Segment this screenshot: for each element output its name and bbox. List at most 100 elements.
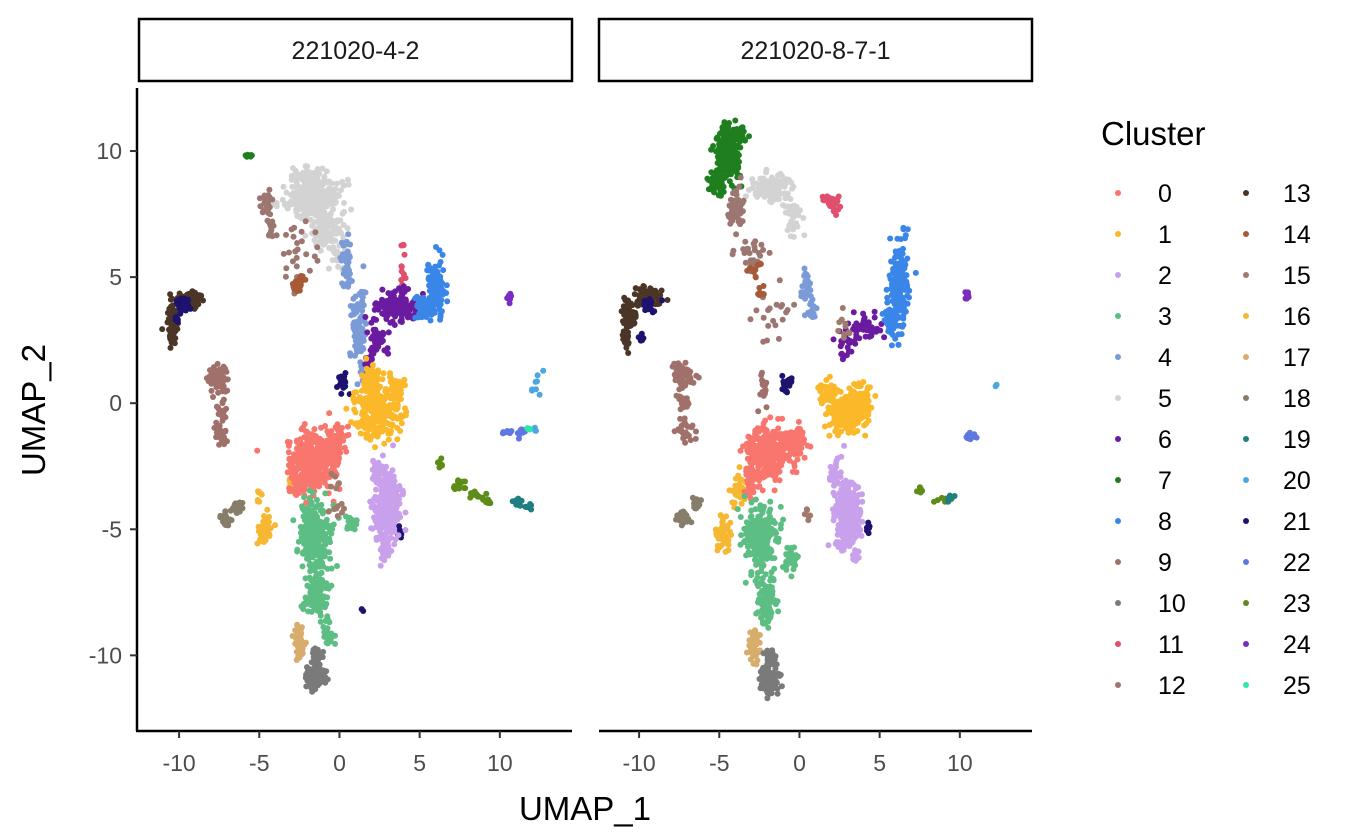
point-cluster-5: [309, 177, 316, 184]
point-cluster-0: [299, 486, 306, 492]
point-cluster-12: [776, 277, 783, 284]
point-cluster-0: [309, 433, 316, 440]
point-cluster-7: [717, 192, 723, 199]
point-cluster-7: [737, 144, 744, 151]
point-cluster-7: [728, 167, 735, 174]
point-cluster-12: [298, 238, 305, 245]
point-cluster-1: [364, 423, 371, 430]
point-cluster-1: [387, 373, 393, 380]
point-cluster-4: [347, 241, 354, 248]
point-cluster-0: [314, 443, 321, 450]
point-cluster-5: [322, 195, 329, 202]
point-cluster-7: [737, 133, 744, 140]
point-cluster-0: [288, 470, 295, 477]
point-cluster-12: [286, 249, 292, 256]
point-cluster-12: [737, 221, 744, 228]
point-cluster-5: [344, 225, 351, 232]
point-cluster-0: [321, 472, 328, 479]
point-cluster-5: [784, 190, 791, 197]
point-cluster-9: [203, 375, 210, 382]
point-cluster-9: [220, 384, 226, 391]
point-cluster-3: [313, 563, 320, 570]
point-cluster-3: [318, 551, 325, 558]
point-cluster-1: [357, 430, 364, 437]
point-cluster-4: [352, 323, 359, 330]
point-cluster-7: [244, 151, 251, 158]
point-cluster-8: [897, 271, 904, 278]
point-cluster-1: [379, 376, 386, 383]
point-cluster-1: [367, 416, 374, 423]
point-cluster-6: [392, 297, 399, 304]
point-cluster-5: [789, 185, 796, 192]
point-cluster-9: [680, 404, 687, 411]
point-cluster-0: [320, 462, 327, 469]
point-cluster-2: [385, 493, 392, 500]
point-cluster-13: [623, 344, 630, 351]
point-cluster-9: [210, 394, 216, 400]
point-cluster-2: [379, 531, 385, 538]
panel-1-title: 221020-4-2: [292, 37, 420, 65]
point-cluster-6: [871, 314, 878, 321]
point-cluster-13: [625, 350, 632, 356]
point-cluster-0: [343, 448, 350, 455]
point-cluster-8: [429, 289, 436, 296]
point-cluster-8: [912, 269, 919, 276]
point-cluster-5: [801, 232, 808, 239]
point-cluster-0: [315, 477, 322, 484]
point-cluster-13: [170, 338, 177, 345]
point-cluster-6: [839, 356, 846, 363]
point-cluster-7: [720, 148, 727, 155]
point-cluster-4: [801, 265, 808, 272]
point-cluster-6: [379, 286, 386, 293]
point-cluster-0: [288, 474, 295, 481]
point-cluster-5: [332, 199, 339, 206]
point-cluster-21: [637, 337, 644, 344]
point-cluster-18: [233, 510, 240, 516]
point-cluster-10: [319, 670, 326, 677]
point-cluster-6: [407, 305, 414, 312]
point-cluster-11: [398, 268, 405, 275]
point-cluster-4: [354, 306, 361, 313]
point-cluster-23: [450, 484, 457, 491]
point-cluster-1: [365, 406, 372, 413]
point-cluster-8: [433, 244, 439, 250]
point-cluster-2: [391, 541, 398, 548]
point-cluster-7: [732, 117, 739, 124]
point-cluster-3: [299, 505, 306, 512]
point-cluster-4: [350, 295, 357, 302]
point-cluster-5: [330, 206, 336, 213]
point-cluster-0: [318, 452, 324, 458]
point-cluster-5: [768, 199, 775, 206]
point-cluster-3: [297, 529, 304, 536]
point-cluster-6: [368, 319, 375, 326]
point-cluster-7: [730, 128, 737, 135]
point-cluster-7: [728, 153, 735, 159]
point-cluster-1: [372, 403, 379, 410]
point-cluster-1: [381, 440, 388, 447]
point-cluster-6: [392, 304, 399, 310]
point-cluster-12: [283, 265, 290, 272]
point-cluster-5: [334, 193, 340, 200]
point-cluster-13: [658, 287, 665, 294]
point-cluster-6: [400, 297, 406, 304]
point-cluster-5: [293, 190, 300, 197]
point-cluster-8: [432, 282, 439, 289]
point-cluster-2: [381, 545, 388, 552]
point-cluster-7: [709, 181, 716, 188]
point-cluster-1: [373, 373, 380, 380]
point-cluster-9: [208, 387, 215, 394]
point-cluster-2: [392, 536, 399, 543]
point-cluster-12: [765, 322, 772, 329]
point-cluster-1: [839, 408, 846, 415]
point-cluster-3: [302, 548, 309, 555]
point-cluster-3: [323, 516, 330, 523]
point-cluster-8: [421, 306, 428, 313]
point-cluster-3: [306, 487, 313, 494]
point-cluster-11: [819, 193, 826, 200]
point-cluster-3: [301, 494, 308, 501]
point-cluster-21: [341, 373, 348, 380]
point-cluster-0: [289, 456, 295, 463]
point-cluster-8: [432, 276, 438, 282]
point-cluster-7: [714, 134, 721, 141]
point-cluster-4: [347, 352, 354, 359]
